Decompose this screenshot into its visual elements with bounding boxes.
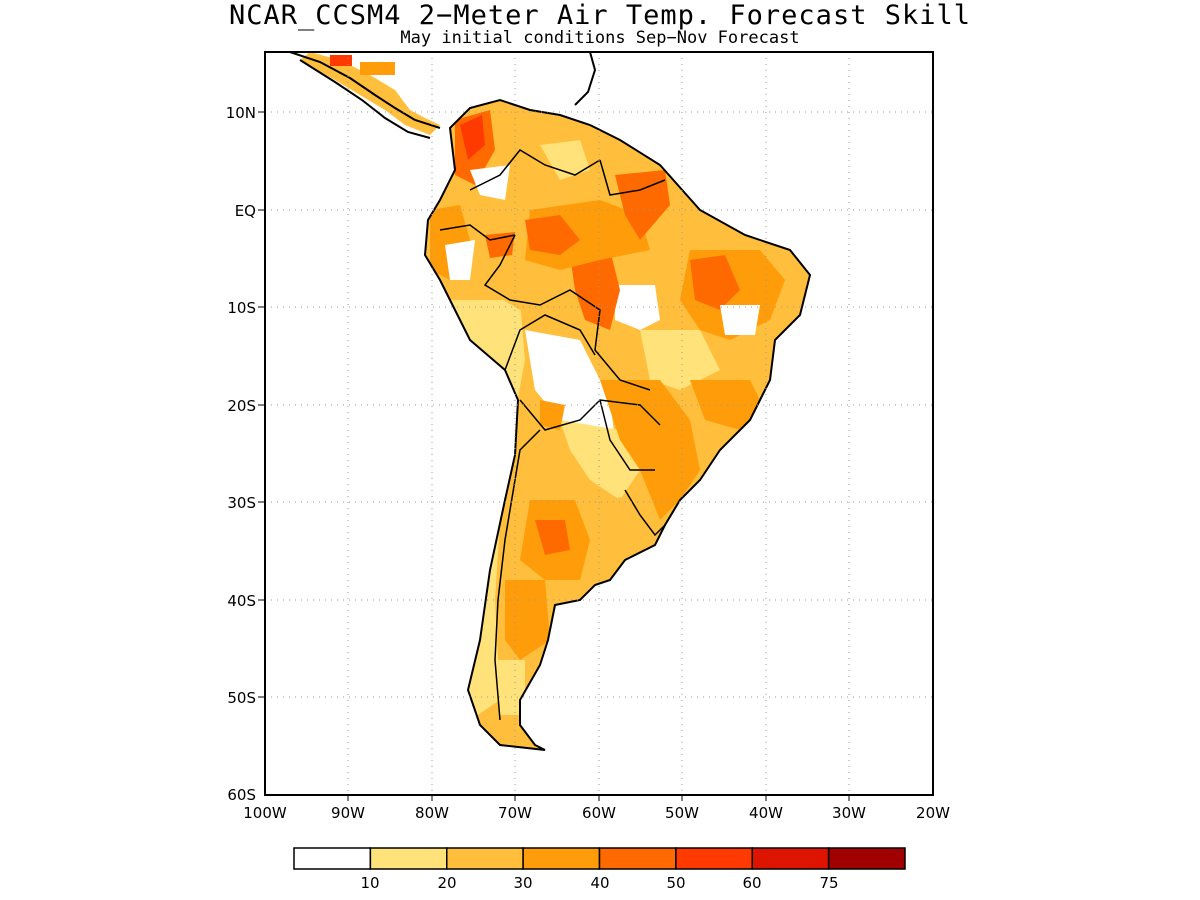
lon-label: 70W <box>498 804 532 822</box>
skill-patch <box>540 140 590 180</box>
skill-patch <box>600 380 700 520</box>
colorbar-label: 75 <box>819 874 838 892</box>
skill-patch <box>430 205 470 280</box>
lon-label: 60W <box>582 804 616 822</box>
skill-patch <box>495 660 525 715</box>
lon-axis: 100W 90W 80W 70W 60W 50W 40W 30W 20W <box>243 795 950 822</box>
skill-patch <box>525 215 580 255</box>
lat-label: 30S <box>227 494 256 512</box>
lon-label: 50W <box>665 804 699 822</box>
lat-label: 60S <box>227 786 256 804</box>
skill-patch <box>525 330 615 450</box>
skill-patch <box>505 580 550 660</box>
lon-label: 100W <box>243 804 287 822</box>
skill-patch <box>640 330 720 390</box>
skill-patch <box>540 400 565 430</box>
lat-label: 40S <box>227 592 256 610</box>
colorbar-labels: 10 20 30 40 50 60 75 <box>360 874 838 892</box>
lon-label: 90W <box>331 804 365 822</box>
colorbar-swatch <box>522 847 601 870</box>
colorbar-swatch <box>598 847 677 870</box>
lat-label: 10S <box>227 299 256 317</box>
skill-patch <box>615 170 670 240</box>
lat-label: 10N <box>226 104 256 122</box>
skill-patch <box>600 495 655 555</box>
lat-label: EQ <box>235 202 256 220</box>
skill-patch <box>570 250 620 330</box>
skill-patch <box>535 520 570 555</box>
skill-patch <box>495 265 560 310</box>
lon-label: 40W <box>749 804 783 822</box>
lat-label: 50S <box>227 689 256 707</box>
colorbar-label: 40 <box>590 874 609 892</box>
lon-label: 30W <box>832 804 866 822</box>
colorbar-swatch <box>446 847 524 870</box>
skill-patch <box>445 240 475 280</box>
skill-patch <box>470 165 510 200</box>
colorbar-swatch <box>293 847 372 870</box>
skill-patch <box>460 115 485 160</box>
colorbar-swatch <box>751 847 830 870</box>
colorbar-label: 60 <box>742 874 761 892</box>
colorbar-swatch <box>369 847 448 870</box>
lon-label: 20W <box>916 804 950 822</box>
skill-patch <box>690 255 740 310</box>
map-subtitle: May initial conditions Sep−Nov Forecast <box>400 28 800 48</box>
skill-patch <box>720 305 760 335</box>
lat-label: 20S <box>227 397 256 415</box>
map-title: NCAR_CCSM4 2−Meter Air Temp. Forecast Sk… <box>229 0 971 31</box>
lat-axis: 10N EQ 10S 20S 30S 40S 50S 60S <box>226 104 265 804</box>
colorbar-label: 10 <box>360 874 379 892</box>
colorbar-swatch <box>827 847 906 870</box>
colorbar-label: 30 <box>513 874 532 892</box>
colorbar-swatch <box>675 847 753 870</box>
colorbar-label: 20 <box>437 874 456 892</box>
lon-label: 80W <box>415 804 449 822</box>
country-borders <box>439 149 666 721</box>
colorbar-label: 50 <box>666 874 685 892</box>
colorbar <box>293 847 906 870</box>
